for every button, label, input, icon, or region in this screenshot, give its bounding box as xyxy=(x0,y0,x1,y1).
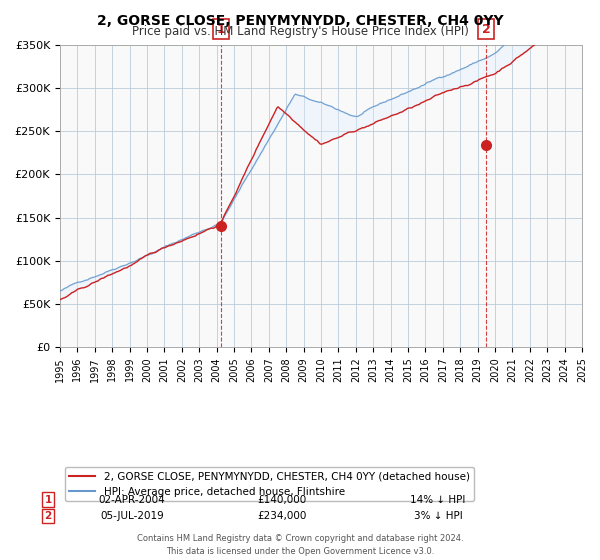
Text: 3% ↓ HPI: 3% ↓ HPI xyxy=(413,511,463,521)
Text: 2: 2 xyxy=(44,511,52,521)
Text: 14% ↓ HPI: 14% ↓ HPI xyxy=(410,494,466,505)
Text: £234,000: £234,000 xyxy=(257,511,307,521)
Text: 1: 1 xyxy=(217,23,226,36)
Text: Price paid vs. HM Land Registry's House Price Index (HPI): Price paid vs. HM Land Registry's House … xyxy=(131,25,469,38)
Text: 02-APR-2004: 02-APR-2004 xyxy=(98,494,166,505)
Legend: 2, GORSE CLOSE, PENYMYNYDD, CHESTER, CH4 0YY (detached house), HPI: Average pric: 2, GORSE CLOSE, PENYMYNYDD, CHESTER, CH4… xyxy=(65,468,474,501)
Text: 05-JUL-2019: 05-JUL-2019 xyxy=(100,511,164,521)
Text: 1: 1 xyxy=(44,494,52,505)
Text: 2: 2 xyxy=(482,23,491,36)
Text: £140,000: £140,000 xyxy=(257,494,307,505)
Text: Contains HM Land Registry data © Crown copyright and database right 2024.
This d: Contains HM Land Registry data © Crown c… xyxy=(137,534,463,556)
Text: 2, GORSE CLOSE, PENYMYNYDD, CHESTER, CH4 0YY: 2, GORSE CLOSE, PENYMYNYDD, CHESTER, CH4… xyxy=(97,14,503,28)
